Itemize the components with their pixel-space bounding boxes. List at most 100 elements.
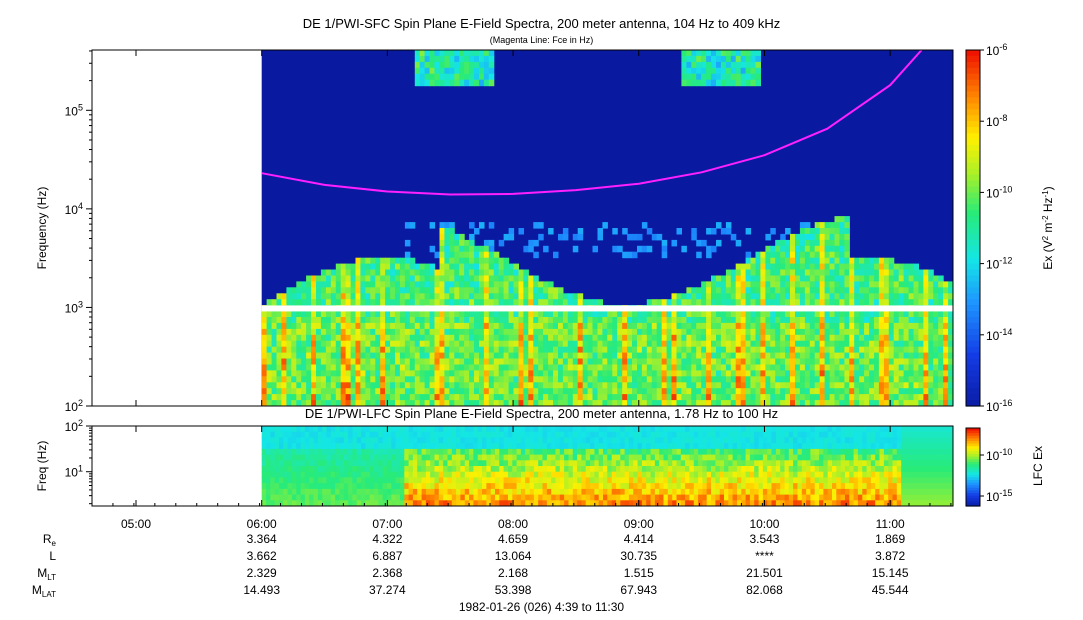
sfc-cell (854, 370, 860, 377)
lfc-cell (616, 454, 621, 461)
sfc-cell (483, 245, 490, 253)
lfc-cell (482, 466, 487, 473)
sfc-cell (864, 311, 870, 318)
sfc-cell (646, 370, 653, 377)
lfc-cell (702, 454, 708, 461)
sfc-cell (706, 340, 712, 348)
lfc-cell (335, 437, 340, 444)
sfc-cell (948, 311, 953, 318)
sfc-cell (804, 317, 811, 324)
lfc-cell (546, 500, 552, 506)
sfc-cell (701, 50, 707, 57)
sfc-cell (498, 322, 505, 330)
sfc-cell (730, 275, 737, 282)
sfc-cell (641, 311, 648, 318)
lfc-cell (464, 466, 470, 473)
sfc-cell (775, 245, 781, 253)
lfc-cell (667, 500, 673, 506)
sfc-cell (335, 322, 342, 330)
sfc-cell (488, 317, 495, 324)
sfc-cell (730, 55, 737, 63)
sfc-cell (814, 400, 821, 406)
sfc-cell (795, 346, 801, 354)
sfc-cell (819, 293, 826, 300)
sfc-cell (488, 239, 495, 247)
lfc-cell (654, 466, 660, 473)
lfc-cell (425, 466, 431, 473)
sfc-cell (296, 311, 302, 318)
sfc-cell (874, 400, 880, 406)
lfc-cell (551, 500, 557, 506)
sfc-cell (676, 317, 682, 324)
lfc-cell (598, 426, 604, 433)
sfc-cell (286, 400, 292, 406)
lfc-cell (473, 431, 479, 438)
lfc-cell (624, 471, 630, 478)
sfc-cell (928, 287, 934, 294)
sfc-cell (533, 317, 539, 324)
sfc-cell (627, 233, 633, 241)
sfc-cell (780, 370, 786, 377)
lfc-cell (300, 443, 306, 450)
lfc-cell (568, 500, 574, 506)
sfc-cell (429, 328, 436, 336)
sfc-cell (266, 364, 273, 371)
lfc-cell (313, 494, 319, 501)
lfc-cell (304, 477, 310, 484)
sfc-cell (735, 394, 742, 401)
sfc-cell (572, 233, 579, 241)
lfc-cell (685, 488, 690, 496)
sfc-cell (479, 50, 485, 57)
lfc-cell (313, 500, 319, 506)
lfc-cell (525, 477, 531, 484)
sfc-cell (577, 364, 584, 371)
sfc-cell (799, 358, 806, 365)
sfc-cell (923, 328, 929, 336)
sfc-cell (844, 245, 850, 253)
sfc-cell (533, 328, 539, 336)
sfc-cell (483, 67, 490, 75)
sfc-cell (770, 311, 776, 318)
sfc-cell (281, 346, 287, 354)
sfc-cell (454, 317, 460, 324)
lfc-cell (464, 460, 470, 467)
lfc-cell (603, 454, 608, 461)
sfc-cell (459, 352, 465, 360)
sfc-cell (454, 55, 460, 63)
sfc-cell (390, 376, 396, 383)
sfc-cell (676, 328, 682, 336)
sfc-cell (706, 79, 712, 87)
lfc-cell (365, 443, 371, 450)
sfc-cell (923, 311, 929, 318)
sfc-cell (261, 311, 268, 318)
sfc-cell (498, 400, 505, 406)
sfc-cell (676, 322, 682, 330)
sfc-cell (765, 251, 771, 259)
sfc-cell (261, 328, 268, 336)
lfc-cell (313, 454, 319, 461)
sfc-cell (943, 382, 949, 389)
sfc-cell (469, 299, 475, 306)
sfc-cell (711, 334, 717, 342)
sfc-cell (612, 400, 618, 406)
sfc-cell (790, 269, 796, 276)
sfc-cell (676, 293, 682, 300)
sfc-cell (399, 257, 406, 265)
sfc-cell (459, 55, 465, 63)
sfc-cell (735, 352, 742, 360)
sfc-cell (444, 55, 450, 63)
sfc-cell (503, 358, 510, 365)
sfc-cell (508, 299, 515, 306)
sfc-cell (276, 358, 282, 365)
sfc-cell (572, 317, 579, 324)
sfc-cell (479, 328, 485, 336)
sfc-cell (291, 334, 297, 342)
sfc-cell (844, 400, 850, 406)
sfc-cell (266, 394, 273, 401)
sfc-cell (602, 358, 608, 365)
sfc-cell (286, 382, 292, 389)
sfc-cell (750, 281, 756, 288)
sfc-cell (607, 334, 613, 342)
sfc-cell (795, 352, 801, 360)
lfc-cell (572, 466, 578, 473)
